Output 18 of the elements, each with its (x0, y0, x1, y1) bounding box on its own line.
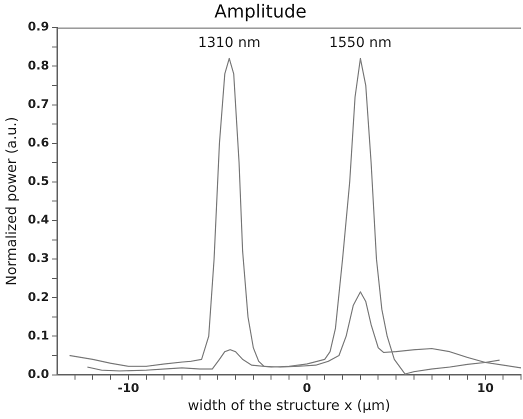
y-tick-label: 0.4 (28, 212, 50, 227)
chart-title: Amplitude (214, 1, 307, 22)
y-tick-label: 0.2 (28, 290, 50, 304)
y-tick-label: 0.5 (28, 174, 50, 188)
y-tick-label: 0.8 (28, 58, 50, 72)
x-tick-label: -10 (118, 381, 140, 396)
y-tick-label: 0.9 (28, 20, 50, 34)
series-label: 1550 nm (329, 35, 392, 52)
y-tick-label: 0.7 (28, 96, 50, 111)
series-label: 1310 nm (198, 35, 261, 52)
y-tick-label: 0.1 (28, 328, 50, 342)
x-tick-label: 0 (302, 381, 312, 396)
y-axis-title: Normalized power (a.u.) (4, 116, 20, 286)
y-tick-label: 0.0 (28, 366, 50, 381)
x-tick-label: 10 (476, 381, 494, 396)
y-tick-label: 0.3 (28, 251, 50, 266)
y-tick-label: 0.6 (28, 135, 50, 150)
x-axis-title: width of the structure x (µm) (188, 398, 390, 414)
